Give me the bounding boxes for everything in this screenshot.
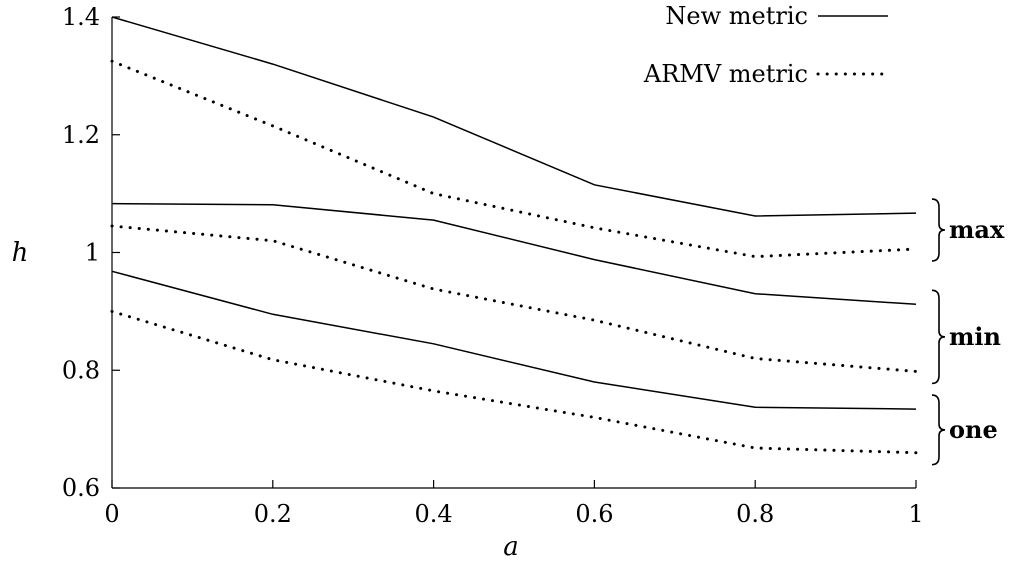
series-layer: [110, 16, 918, 455]
series-one-armv-metric: [110, 309, 918, 455]
group-label-min: min: [949, 322, 1001, 351]
y-tick-label: 0.8: [62, 356, 100, 384]
series-min-armv-metric: [110, 224, 918, 373]
x-axis-label: a: [503, 532, 519, 562]
series-max-armv-metric: [110, 59, 918, 259]
brace-one: [931, 394, 946, 466]
brace-min: [931, 289, 946, 385]
axes: 0 0.2 0.4 0.6 0.8 1 0.6 0.8 1 1.2 1.4: [62, 3, 924, 528]
x-tick-label: 0.6: [575, 500, 613, 528]
group-labels: max min one: [931, 198, 1005, 466]
x-tick-label: 0: [104, 500, 119, 528]
y-tick-label: 0.6: [62, 474, 100, 502]
group-label-max: max: [949, 215, 1005, 244]
legend-label: ARMV metric: [643, 60, 808, 88]
series-max-new-metric: [111, 16, 917, 217]
x-tick-label: 0.4: [415, 500, 453, 528]
brace-max: [931, 198, 946, 262]
legend: New metric ARMV metric: [643, 2, 890, 88]
y-tick-label: 1: [85, 239, 100, 267]
x-tick-label: 0.2: [254, 500, 292, 528]
group-label-one: one: [949, 415, 998, 444]
series-min-new-metric: [111, 202, 917, 306]
x-tick-label: 1: [908, 500, 923, 528]
y-axis-label: h: [12, 238, 29, 268]
series-one-new-metric: [111, 270, 917, 410]
y-tick-label: 1.4: [62, 3, 100, 31]
x-tick-label: 0.8: [736, 500, 774, 528]
legend-label: New metric: [665, 2, 808, 30]
y-tick-label: 1.2: [62, 121, 100, 149]
